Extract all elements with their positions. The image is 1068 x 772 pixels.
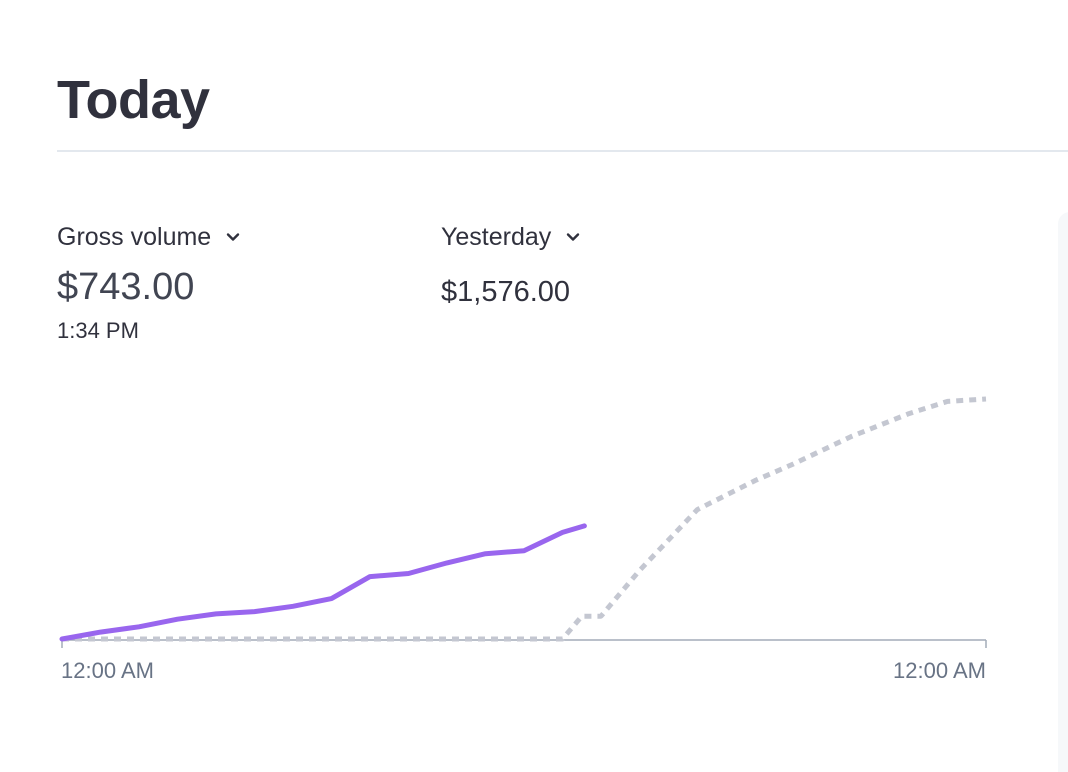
chevron-down-icon	[567, 233, 580, 241]
gross-volume-value: $743.00	[57, 266, 195, 308]
page-title: Today	[57, 70, 210, 130]
comparison-value: $1,576.00	[441, 276, 571, 308]
chevron-down-icon	[227, 233, 240, 241]
yesterday-series-line	[62, 396, 987, 642]
metric-selector-dropdown[interactable]: Gross volume	[57, 222, 241, 252]
x-tick-label-end: 12:00 AM	[893, 658, 986, 683]
comparison-period-dropdown[interactable]: Yesterday	[441, 222, 581, 252]
side-panel	[1058, 212, 1068, 772]
metric-selector-label: Gross volume	[57, 223, 212, 251]
gross-volume-series-line	[59, 523, 587, 642]
current-time-label: 1:34 PM	[57, 318, 139, 343]
comparison-metric: Yesterday $1,576.00	[441, 222, 581, 310]
x-tick-label-start: 12:00 AM	[61, 658, 154, 683]
title-divider	[57, 150, 1068, 152]
comparison-period-label: Yesterday	[441, 223, 552, 251]
gross-volume-metric: Gross volume $743.00 1:34 PM	[57, 222, 241, 344]
